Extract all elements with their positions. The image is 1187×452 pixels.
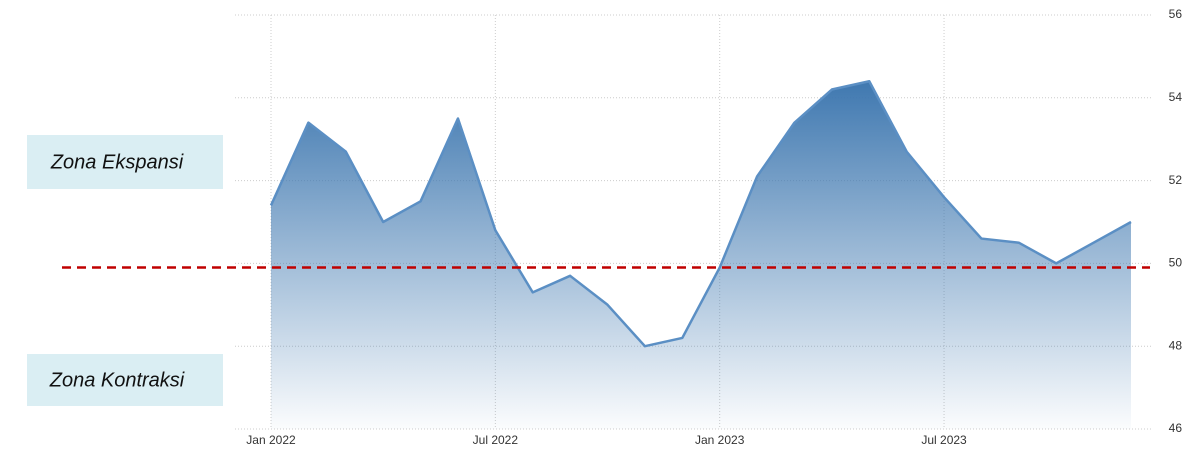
x-tick-label: Jul 2022 — [473, 433, 519, 447]
y-tick-label: 52 — [1169, 173, 1183, 187]
area — [271, 81, 1131, 430]
zone-box — [27, 135, 223, 189]
x-tick-label: Jul 2023 — [921, 433, 967, 447]
y-tick-label: 50 — [1169, 256, 1183, 270]
y-tick-label: 54 — [1169, 90, 1183, 104]
zone-label: Zona Kontraksi — [49, 369, 185, 391]
x-tick-label: Jan 2022 — [246, 433, 296, 447]
y-tick-label: 46 — [1169, 421, 1183, 435]
y-tick-label: 48 — [1169, 338, 1183, 352]
zone-box — [27, 354, 223, 406]
y-tick-label: 56 — [1169, 7, 1183, 21]
x-tick-label: Jan 2023 — [695, 433, 745, 447]
zone-label: Zona Ekspansi — [50, 151, 184, 173]
line — [269, 79, 1132, 348]
